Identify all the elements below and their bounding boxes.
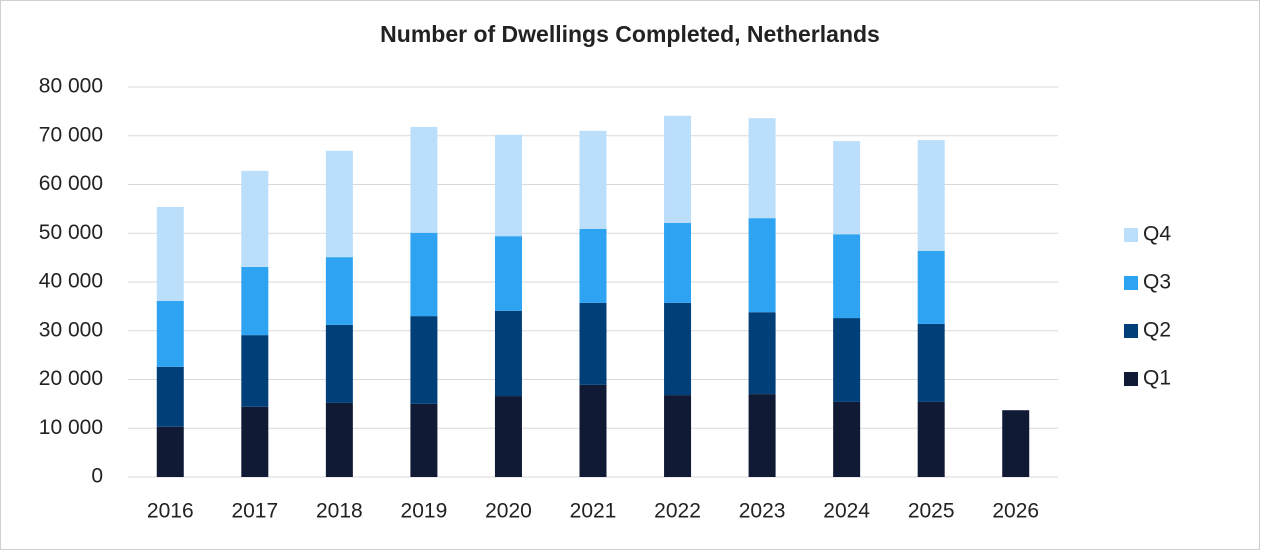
- bar-segment: [917, 140, 945, 251]
- bar-segment: [748, 394, 776, 477]
- x-tick-label: 2020: [485, 500, 532, 523]
- bar-segment: [664, 302, 692, 396]
- bar-segment: [410, 403, 438, 477]
- bar-segment: [494, 310, 522, 397]
- bar-segment: [325, 150, 353, 258]
- bar-segment: [156, 366, 184, 427]
- bar-segment: [410, 316, 438, 404]
- bar-segment: [748, 218, 776, 313]
- y-tick-label: 50 000: [39, 221, 103, 244]
- y-tick-label: 20 000: [39, 367, 103, 390]
- legend-label: Q2: [1143, 319, 1171, 342]
- x-tick-label: 2026: [992, 500, 1039, 523]
- y-tick-label: 30 000: [39, 318, 103, 341]
- legend-label: Q3: [1143, 271, 1171, 294]
- x-tick-label: 2019: [401, 500, 448, 523]
- bar-segment: [579, 228, 607, 303]
- bar-segment: [833, 318, 861, 402]
- bar-segment: [1002, 410, 1030, 477]
- bar-segment: [410, 126, 438, 233]
- bar-segment: [156, 426, 184, 477]
- bar-segment: [917, 323, 945, 402]
- bar-segment: [410, 232, 438, 317]
- x-tick-label: 2024: [823, 500, 870, 523]
- bar-segment: [917, 401, 945, 477]
- bar-segment: [917, 250, 945, 324]
- y-tick-label: 40 000: [39, 270, 103, 293]
- x-tick-label: 2018: [316, 500, 363, 523]
- x-tick-label: 2022: [654, 500, 701, 523]
- bar-segment: [748, 312, 776, 395]
- bar-segment: [833, 141, 861, 235]
- legend-swatch: [1124, 372, 1138, 386]
- bar-segment: [833, 401, 861, 477]
- bar-segment: [748, 118, 776, 219]
- bar-segment: [664, 223, 692, 303]
- y-tick-label: 60 000: [39, 172, 103, 195]
- bar-segment: [325, 257, 353, 325]
- bar-segment: [241, 406, 269, 477]
- bar-segment: [325, 402, 353, 477]
- x-tick-label: 2023: [739, 500, 786, 523]
- bar-segment: [494, 134, 522, 237]
- bar-segment: [156, 206, 184, 302]
- bar-segment: [664, 395, 692, 477]
- bar-segment: [156, 301, 184, 367]
- x-tick-label: 2021: [570, 500, 617, 523]
- chart-title: Number of Dwellings Completed, Netherlan…: [380, 21, 880, 47]
- legend-swatch: [1124, 276, 1138, 290]
- legend-label: Q4: [1143, 223, 1171, 246]
- legend-label: Q1: [1143, 367, 1171, 390]
- legend-swatch: [1124, 228, 1138, 242]
- bar-segment: [241, 335, 269, 407]
- y-tick-label: 10 000: [39, 416, 103, 439]
- y-tick-label: 0: [91, 465, 103, 488]
- legend-swatch: [1124, 324, 1138, 338]
- bar-segment: [579, 130, 607, 229]
- bar-segment: [325, 324, 353, 403]
- y-tick-label: 70 000: [39, 123, 103, 146]
- bar-segment: [579, 302, 607, 385]
- bar-segment: [579, 384, 607, 477]
- x-tick-label: 2025: [908, 500, 955, 523]
- bar-segment: [241, 170, 269, 267]
- x-tick-label: 2016: [147, 500, 194, 523]
- x-tick-label: 2017: [231, 500, 278, 523]
- bar-segment: [833, 234, 861, 319]
- bar-segment: [494, 236, 522, 311]
- bar-segment: [241, 266, 269, 336]
- bar-segment: [494, 396, 522, 477]
- bar-segment: [664, 115, 692, 224]
- y-tick-label: 80 000: [39, 75, 103, 98]
